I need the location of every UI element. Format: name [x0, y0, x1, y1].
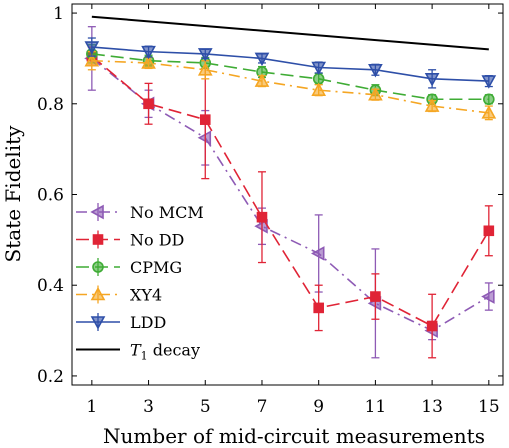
- data-point-no-dd: [143, 98, 154, 110]
- x-tick-label: 3: [143, 397, 154, 417]
- legend-label-cpmg: CPMG: [130, 258, 182, 277]
- x-tick-label: 7: [257, 397, 268, 417]
- data-point-no-dd: [256, 211, 268, 223]
- data-point-xy4: [424, 98, 440, 112]
- data-point-xy4: [481, 105, 497, 119]
- x-tick-label: 11: [365, 397, 387, 417]
- data-point-ldd: [254, 52, 270, 67]
- x-tick-label: 1: [86, 397, 97, 417]
- y-tick-label: 0.4: [37, 276, 64, 296]
- data-point-no-dd: [483, 225, 495, 237]
- data-point-xy4: [141, 55, 156, 69]
- legend-marker-no-mcm: [90, 204, 104, 220]
- data-point-ldd: [197, 48, 213, 62]
- data-point-no-dd: [370, 291, 381, 302]
- legend-label-no-mcm: No MCM: [130, 203, 204, 222]
- legend-marker-ldd: [90, 316, 106, 330]
- y-tick-label: 0.6: [37, 186, 64, 206]
- x-tick-label: 5: [200, 397, 211, 417]
- data-point-no-dd: [426, 320, 438, 332]
- data-point-ldd: [424, 73, 440, 87]
- data-point-ldd: [84, 41, 100, 55]
- t1-decay-line: [91, 15, 489, 51]
- y-tick-label: 0.2: [37, 367, 64, 387]
- legend-marker-no-dd: [92, 234, 104, 245]
- legend-marker-cpmg: [92, 261, 104, 273]
- legend: No MCM No DD CPMG XY4 LDD T1 decay: [76, 203, 204, 363]
- legend-marker-xy4: [90, 286, 106, 301]
- data-point-no-mcm: [481, 289, 495, 304]
- axes: 1 3 5 7 9 11 13 150.20.40.60.81: [37, 3, 504, 417]
- data-point-no-dd: [313, 302, 324, 314]
- data-point-xy4: [311, 82, 327, 96]
- legend-label-t1-decay: T1 decay: [130, 341, 200, 363]
- x-axis-label: Number of mid-circuit measurements: [103, 424, 485, 448]
- data-point-xy4: [254, 73, 270, 87]
- series-line-ldd: [91, 46, 489, 82]
- x-tick-label: 15: [478, 397, 500, 417]
- legend-label-ldd: LDD: [130, 313, 166, 332]
- x-tick-label: 13: [421, 397, 443, 417]
- data-point-no-dd: [199, 114, 211, 125]
- data-point-ldd: [481, 75, 497, 89]
- data-point-cpmg: [312, 73, 325, 85]
- legend-label-xy4: XY4: [130, 286, 162, 305]
- data-point-no-mcm: [311, 246, 325, 261]
- data-point-ldd: [368, 63, 383, 78]
- data-point-ldd: [311, 61, 327, 76]
- data-point-cpmg: [483, 93, 495, 106]
- series-line-xy4: [91, 59, 489, 114]
- series-line-no-dd: [91, 55, 490, 328]
- series-line-cpmg: [91, 53, 489, 101]
- y-tick-label: 0.8: [37, 95, 64, 115]
- data-point-ldd: [141, 45, 156, 60]
- plot-area: [84, 15, 497, 359]
- y-axis-label: State Fidelity: [1, 125, 25, 263]
- data-point-xy4: [368, 87, 383, 101]
- legend-label-no-dd: No DD: [130, 231, 184, 250]
- data-point-xy4: [197, 62, 213, 76]
- data-point-xy4: [84, 53, 100, 67]
- x-tick-label: 9: [313, 397, 324, 417]
- y-tick-label: 1: [53, 4, 64, 24]
